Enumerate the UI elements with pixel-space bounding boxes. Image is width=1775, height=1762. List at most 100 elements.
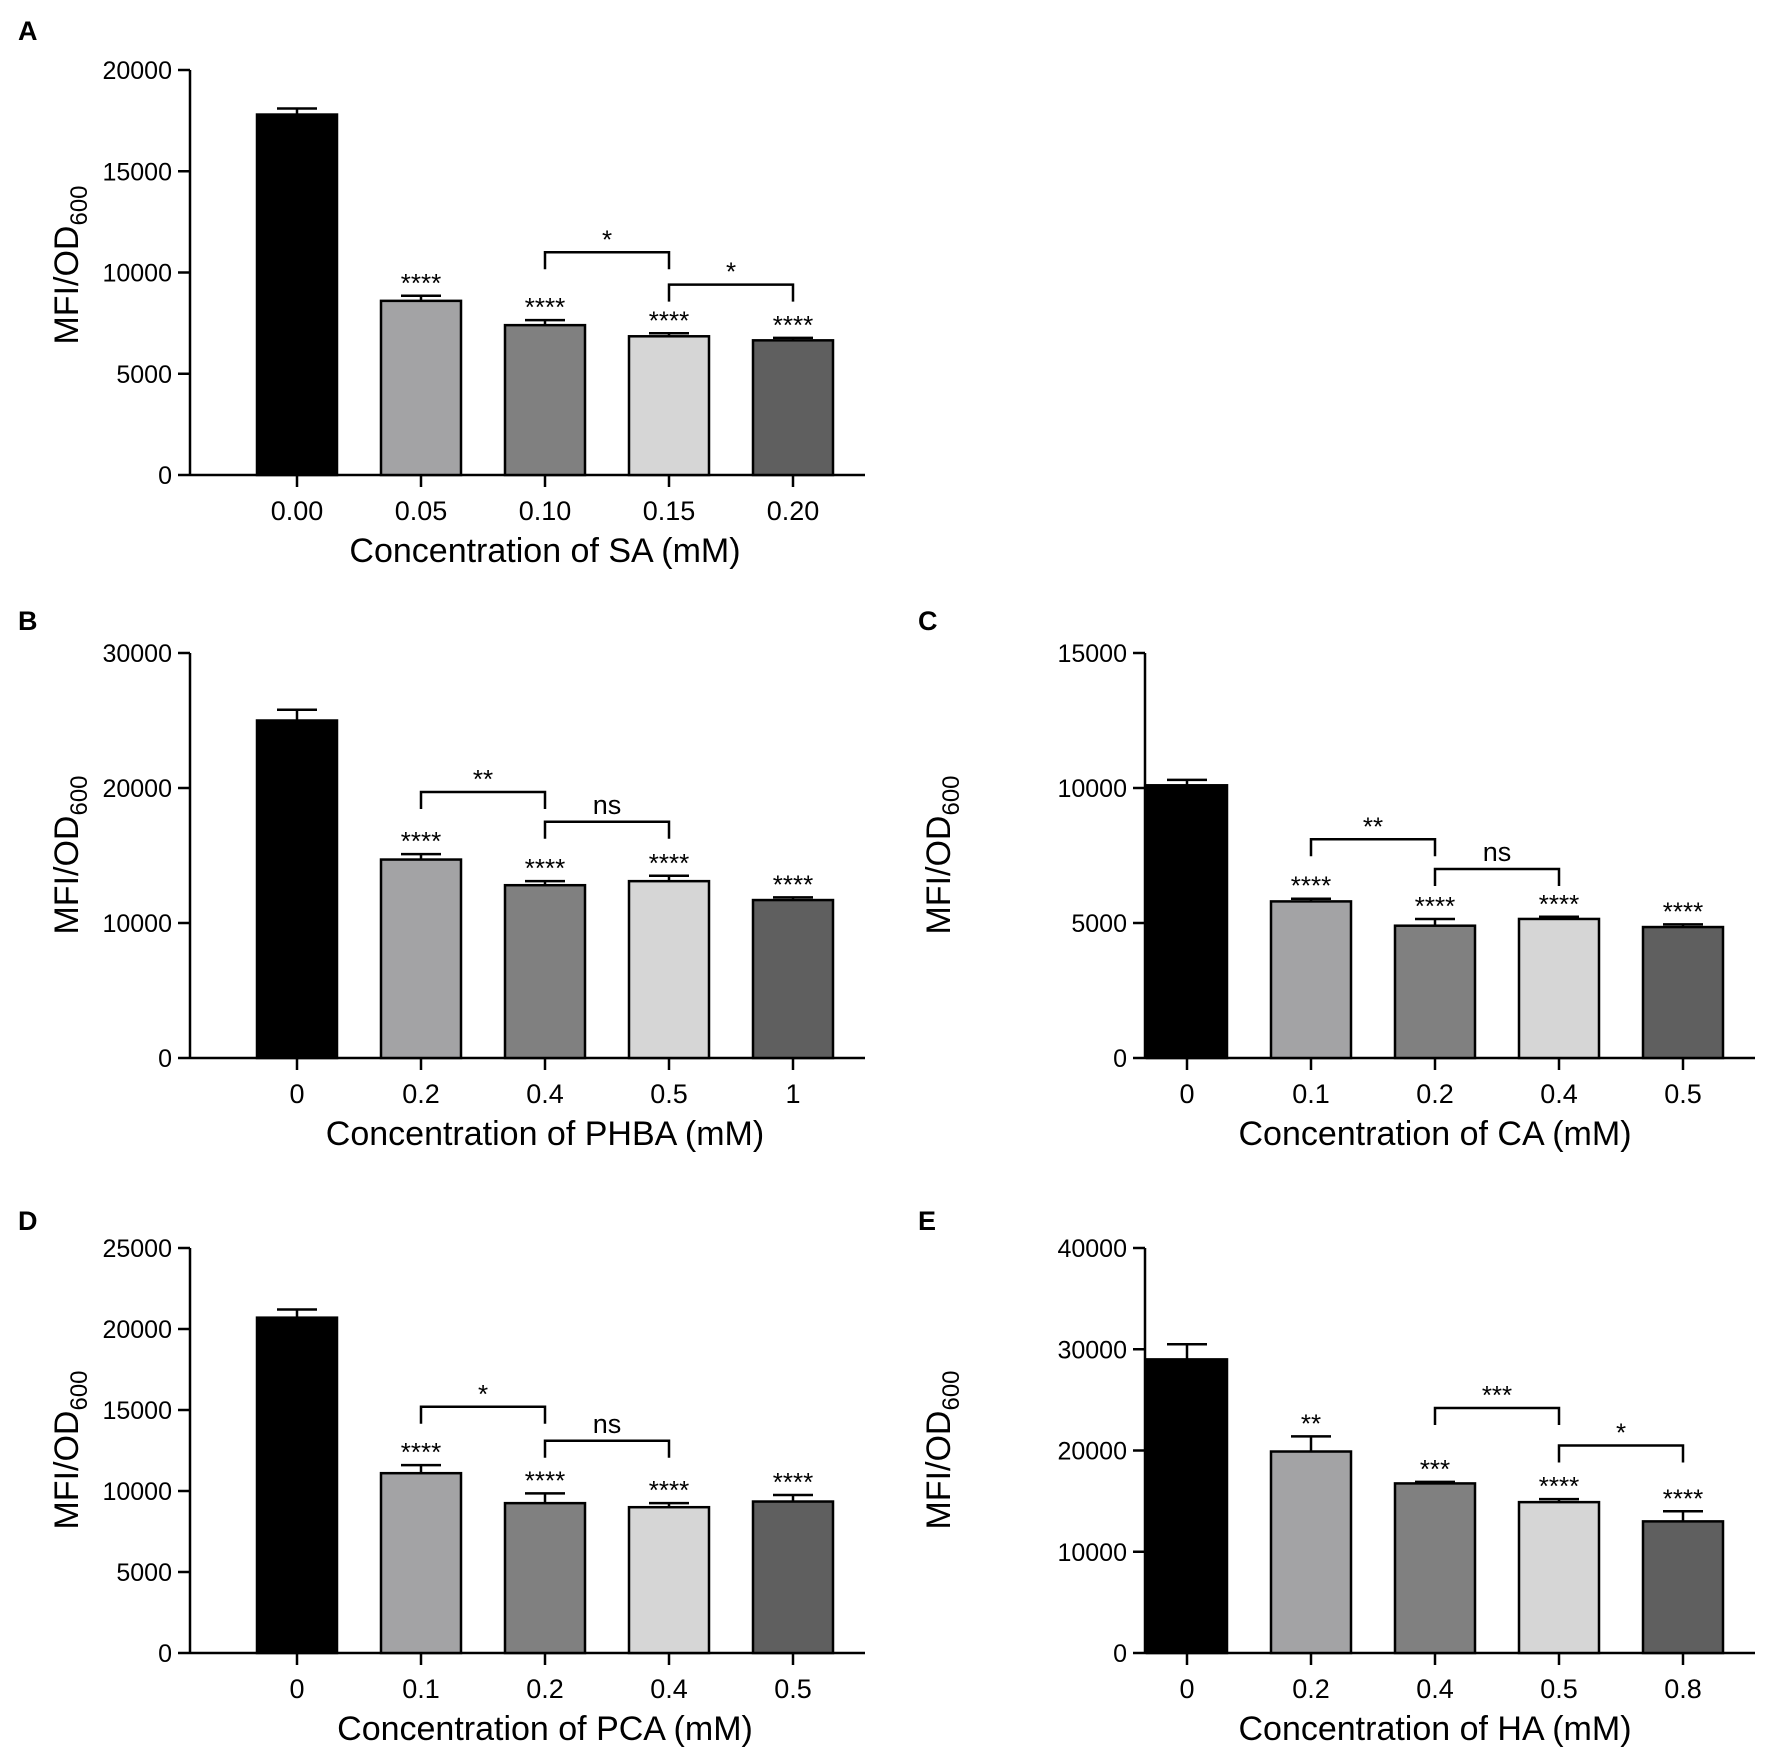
significance-label: **** [525, 292, 565, 322]
significance-label: **** [401, 1437, 441, 1467]
x-tick-label: 0.5 [1664, 1079, 1702, 1109]
comparison-label: ns [593, 1409, 622, 1439]
comparison-label: ** [1363, 811, 1383, 841]
y-axis-title: MFI/OD600 [48, 1370, 93, 1529]
y-axis-title-subscript: 600 [66, 775, 93, 815]
significance-label: **** [525, 853, 565, 883]
x-tick-label: 0.2 [402, 1079, 440, 1109]
significance-label: *** [1420, 1454, 1450, 1484]
bar [255, 719, 339, 1060]
x-tick-label: 0.10 [519, 496, 572, 526]
significance-label: **** [1415, 891, 1455, 921]
x-tick-label: 0.2 [1292, 1674, 1330, 1704]
x-tick-label: 1 [785, 1079, 800, 1109]
y-tick-label: 15000 [1057, 640, 1127, 668]
bar [1145, 784, 1229, 1060]
y-tick-label: 15000 [102, 1397, 172, 1425]
panel-letter: B [18, 606, 38, 636]
significance-label: **** [773, 310, 813, 340]
comparison-label: * [478, 1379, 488, 1409]
significance-label: **** [773, 869, 813, 899]
panel-c: C 0 5000 10000 15000 0 0.1 **** 0.2 **** 0.4 **** 0.… [885, 560, 1775, 1160]
comparison-bracket [1309, 838, 1437, 857]
y-axis-title-main: MFI/OD [48, 816, 86, 935]
y-tick-label: 0 [158, 1640, 172, 1668]
y-tick-label: 0 [1113, 1045, 1127, 1073]
x-tick-label: 0.5 [1540, 1674, 1578, 1704]
x-tick-label: 0.1 [402, 1674, 440, 1704]
x-tick-label: 0.4 [650, 1674, 688, 1704]
bar [1269, 1450, 1353, 1655]
significance-label: **** [773, 1467, 813, 1497]
x-axis-title: Concentration of CA (mM) [1238, 1115, 1631, 1153]
y-tick-label: 5000 [116, 1559, 172, 1587]
x-tick-label: 0.20 [767, 496, 820, 526]
bar [255, 113, 339, 477]
x-tick-label: 0 [289, 1079, 304, 1109]
y-tick-label: 10000 [102, 1478, 172, 1506]
bar [503, 1501, 587, 1655]
bar [379, 1471, 463, 1655]
significance-label: **** [1539, 889, 1579, 919]
chart-c: C 0 5000 10000 15000 0 0.1 **** 0.2 **** 0.4 **** 0.… [918, 606, 1755, 1153]
comparison-bracket [1557, 1444, 1685, 1463]
significance-label: **** [1663, 1483, 1703, 1513]
comparison-bracket [543, 820, 671, 839]
comparison-label: ** [473, 764, 493, 794]
x-tick-label: 0 [289, 1674, 304, 1704]
y-tick-label: 25000 [102, 1235, 172, 1263]
comparison-bracket [1433, 1406, 1561, 1425]
bar [1393, 924, 1477, 1060]
significance-label: **** [1663, 896, 1703, 926]
y-tick-label: 30000 [1057, 1336, 1127, 1364]
x-axis-title: Concentration of PCA (mM) [337, 1710, 753, 1748]
x-tick-label: 0.05 [395, 496, 448, 526]
y-tick-label: 15000 [102, 158, 172, 186]
y-axis-title-main: MFI/OD [920, 816, 958, 935]
y-tick-label: 10000 [1057, 775, 1127, 803]
y-tick-label: 20000 [102, 775, 172, 803]
y-axis-title: MFI/OD600 [920, 1370, 965, 1529]
bar [627, 879, 711, 1060]
y-axis-title-main: MFI/OD [48, 1411, 86, 1530]
bar [1641, 1520, 1725, 1655]
comparison-label: * [726, 257, 736, 287]
y-tick-label: 10000 [102, 910, 172, 938]
y-tick-label: 30000 [102, 640, 172, 668]
comparison-label: * [1616, 1417, 1626, 1447]
bar [751, 898, 835, 1060]
y-axis-title-main: MFI/OD [920, 1411, 958, 1530]
comparison-label: ns [1483, 837, 1512, 867]
bar [751, 1500, 835, 1655]
panel-letter: E [918, 1206, 936, 1236]
bar [1517, 917, 1601, 1060]
bar [255, 1316, 339, 1655]
comparison-bracket [419, 790, 547, 810]
y-axis-title: MFI/OD600 [920, 775, 965, 934]
comparison-bracket [1433, 867, 1561, 886]
comparison-label: * [602, 224, 612, 254]
panel-d: D 0 5000 10000 15000 20000 25000 0 0.1 **** 0.2 ***… [0, 1160, 880, 1762]
panel-e: E 0 10000 20000 30000 40000 0 0.2 ** 0.4 *** 0.5 ***… [885, 1160, 1775, 1762]
comparison-bracket [543, 251, 671, 270]
bar [627, 1505, 711, 1655]
comparison-label: ns [593, 790, 622, 820]
bar [751, 339, 835, 477]
significance-label: **** [525, 1465, 565, 1495]
y-tick-label: 0 [158, 1045, 172, 1073]
chart-b: B 0 10000 20000 30000 0 0.2 **** 0.4 **** 0.5 **** 1… [18, 606, 865, 1153]
bar [1145, 1358, 1229, 1655]
x-axis-title: Concentration of HA (mM) [1238, 1710, 1631, 1748]
y-axis-title-subscript: 600 [66, 1370, 93, 1410]
significance-label: **** [649, 848, 689, 878]
y-axis-title-subscript: 600 [66, 185, 93, 225]
y-tick-label: 20000 [102, 1316, 172, 1344]
significance-label: ** [1301, 1408, 1321, 1438]
x-tick-label: 0 [1179, 1079, 1194, 1109]
y-axis-title: MFI/OD600 [48, 185, 93, 344]
bar [1269, 900, 1353, 1060]
y-tick-label: 40000 [1057, 1235, 1127, 1263]
y-axis-title-subscript: 600 [938, 1370, 965, 1410]
